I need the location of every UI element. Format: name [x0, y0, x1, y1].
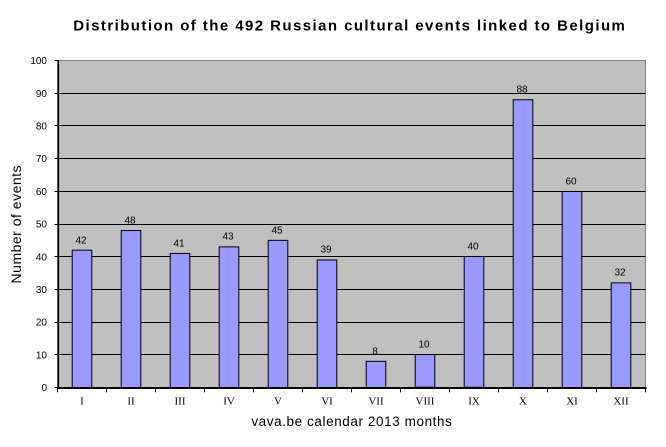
svg-text:8: 8 — [372, 347, 378, 358]
svg-text:60: 60 — [36, 187, 48, 198]
svg-text:Number of events: Number of events — [8, 165, 24, 284]
svg-text:90: 90 — [36, 89, 48, 100]
svg-text:VIII: VIII — [416, 396, 435, 408]
svg-text:41: 41 — [173, 239, 185, 250]
svg-text:45: 45 — [271, 226, 283, 237]
svg-text:43: 43 — [222, 232, 234, 243]
svg-text:0: 0 — [41, 383, 47, 394]
svg-text:88: 88 — [516, 85, 528, 96]
svg-text:70: 70 — [36, 154, 48, 165]
svg-text:48: 48 — [124, 216, 136, 227]
svg-text:32: 32 — [614, 268, 626, 279]
svg-text:vava.be calendar 2013 months: vava.be calendar 2013 months — [251, 414, 452, 429]
svg-text:VII: VII — [368, 396, 384, 408]
svg-text:X: X — [519, 396, 527, 408]
svg-text:50: 50 — [36, 220, 48, 231]
svg-text:V: V — [274, 396, 282, 408]
svg-text:XI: XI — [566, 396, 578, 408]
svg-text:IV: IV — [223, 396, 235, 408]
svg-text:XII: XII — [613, 396, 629, 408]
svg-text:I: I — [80, 396, 84, 408]
svg-text:10: 10 — [418, 340, 430, 351]
svg-text:30: 30 — [36, 285, 48, 296]
svg-text:III: III — [175, 396, 186, 408]
svg-text:42: 42 — [75, 236, 87, 247]
svg-text:Distribution of the 492 Russia: Distribution of the 492 Russian cultural… — [73, 18, 626, 35]
svg-text:20: 20 — [36, 318, 48, 329]
svg-text:39: 39 — [320, 245, 332, 256]
svg-text:100: 100 — [30, 56, 47, 67]
svg-text:40: 40 — [467, 242, 479, 253]
svg-text:60: 60 — [565, 177, 577, 188]
svg-text:VI: VI — [321, 396, 333, 408]
svg-text:80: 80 — [36, 122, 48, 133]
svg-text:40: 40 — [36, 252, 48, 263]
svg-text:IX: IX — [468, 396, 480, 408]
svg-text:10: 10 — [36, 350, 48, 361]
svg-text:II: II — [127, 396, 135, 408]
